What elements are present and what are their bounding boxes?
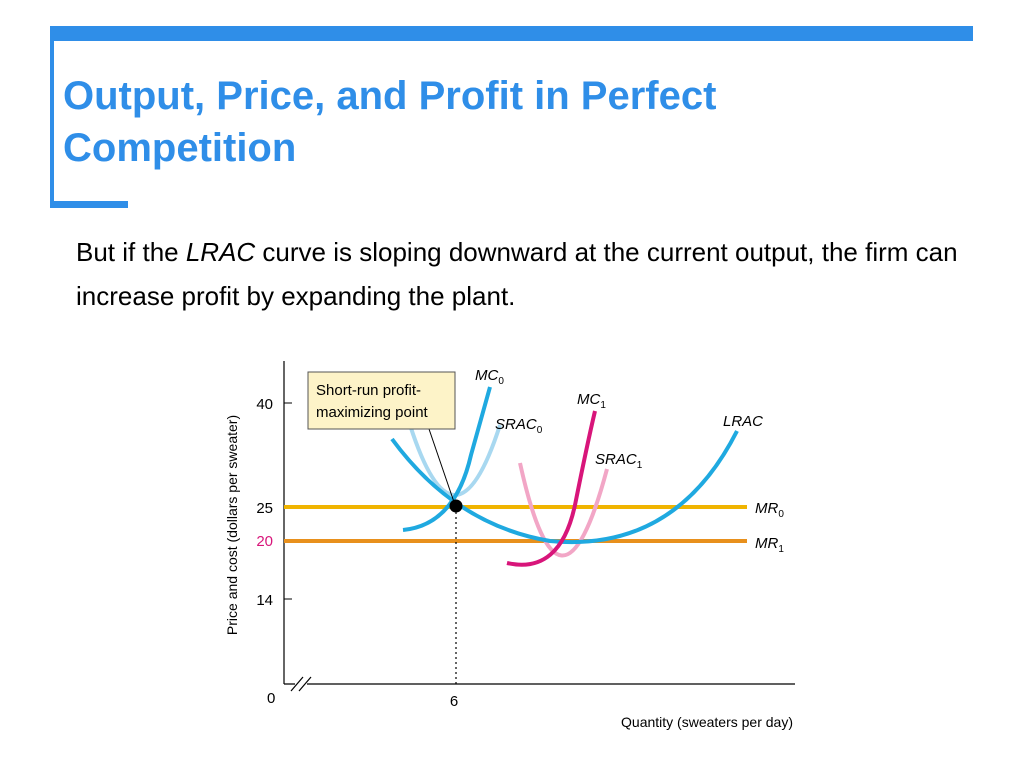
srac1-curve (518, 462, 609, 558)
lrac-label: LRAC (723, 413, 763, 430)
annotation-box (307, 371, 456, 430)
slide-title: Output, Price, and Profit in Perfect Com… (63, 70, 963, 174)
body-text-end: curve is sloping downward at the current… (76, 237, 958, 311)
srac1-label-sub: 1 (637, 460, 643, 471)
srac0-label: SRAC0 (495, 416, 543, 436)
mr0-label-base: MR (755, 500, 778, 517)
srac1-label: SRAC1 (595, 451, 643, 471)
body-lrac-term: LRAC (185, 237, 256, 267)
profit-max-point (449, 499, 463, 513)
annotation-pointer (428, 428, 456, 506)
x-tick-label: 6 (450, 693, 458, 710)
y-axis-label: Price and cost (dollars per sweater) (224, 415, 240, 635)
lrac-curve (390, 430, 739, 544)
annotation-line-1: Short-run profit- (316, 382, 421, 399)
mc1-label-sub: 1 (600, 400, 606, 411)
srac1-label-base: SRAC (595, 451, 637, 468)
title-left-bar (50, 26, 54, 206)
annotation-line-2: maximizing point (316, 404, 429, 421)
mc0-label: MC0 (475, 367, 504, 387)
mr0-label: MR0 (755, 500, 784, 520)
y-tick-label: 14 (256, 592, 273, 609)
mc0-curve (402, 386, 492, 532)
title-top-bar (52, 26, 973, 41)
origin-label: 0 (267, 690, 275, 707)
mr1-label: MR1 (755, 535, 784, 555)
y-tick-label-highlight: 20 (256, 533, 273, 550)
mc1-label-base: MC (577, 391, 600, 408)
srac0-label-base: SRAC (495, 416, 537, 433)
x-axis-label: Quantity (sweaters per day) (621, 714, 793, 730)
mc1-curve (506, 410, 597, 567)
title-line-2: Competition (63, 126, 297, 170)
body-text-start: But if the (76, 237, 186, 267)
y-tick-label: 40 (256, 396, 273, 413)
title-bottom-bar (50, 201, 128, 208)
srac0-curve (408, 424, 502, 497)
cost-curves-chart: 40 25 20 14 0 6 Price and cost (dollars … (215, 355, 815, 745)
mc0-label-sub: 0 (498, 376, 504, 387)
mc1-label: MC1 (577, 391, 606, 411)
mr0-label-sub: 0 (778, 509, 784, 520)
axis-break-icon (290, 673, 312, 692)
y-tick-label: 25 (256, 500, 273, 517)
title-line-1: Output, Price, and Profit in Perfect (63, 74, 717, 118)
srac0-label-sub: 0 (537, 425, 543, 436)
slide-body: But if the LRAC curve is sloping downwar… (76, 230, 996, 318)
mc0-label-base: MC (475, 367, 498, 384)
mr1-label-sub: 1 (778, 544, 784, 555)
mr1-label-base: MR (755, 535, 778, 552)
